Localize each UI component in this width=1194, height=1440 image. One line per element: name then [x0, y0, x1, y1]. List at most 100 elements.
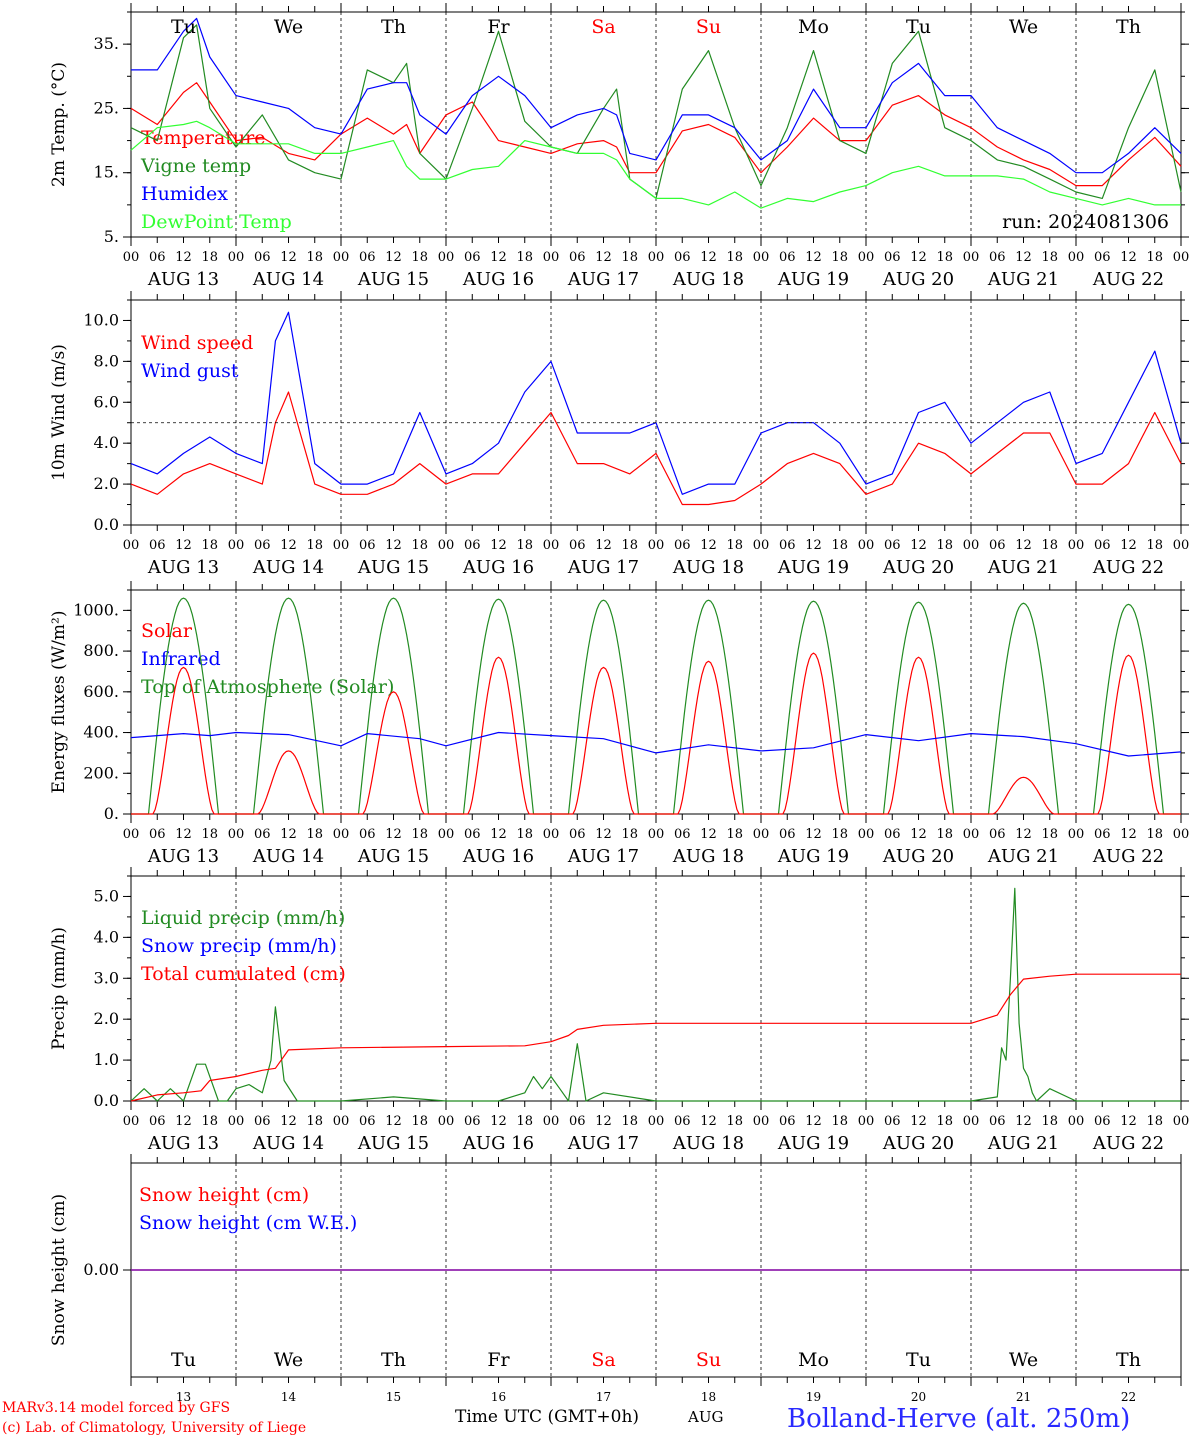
- station-label: Bolland-Herve (alt. 250m): [787, 1404, 1130, 1434]
- date-label: AUG 20: [882, 846, 954, 867]
- x-tick-label: 00: [333, 827, 350, 842]
- x-tick-label: 18: [411, 250, 428, 265]
- legend-entry: Temperature: [141, 127, 265, 149]
- x-tick-label: 00: [438, 1114, 455, 1129]
- credit-line-1: MARv3.14 model forced by GFS: [2, 1400, 230, 1416]
- legend-entry: Wind speed: [141, 332, 253, 354]
- x-tick-label: 00: [333, 538, 350, 553]
- x-tick-label: 00: [858, 250, 875, 265]
- x-tick-label: 06: [359, 1114, 376, 1129]
- x-tick-label: 12: [385, 250, 402, 265]
- y-tick-label: 5.0: [94, 886, 119, 905]
- date-label: AUG 14: [252, 1133, 324, 1154]
- x-tick-label: 00: [648, 827, 665, 842]
- x-tick-label: 00: [1173, 250, 1190, 265]
- x-tick-label: 00: [648, 538, 665, 553]
- x-tick-label: 00: [1068, 538, 1085, 553]
- date-label: AUG 14: [252, 269, 324, 290]
- series-group: [130, 17, 1182, 209]
- x-tick-label: 18: [516, 827, 533, 842]
- x-tick-label: 12: [700, 827, 717, 842]
- x-tick-label: 00: [753, 827, 770, 842]
- y-tick-label: 25.: [94, 98, 119, 117]
- y-tick-label: 0.00: [83, 1260, 119, 1279]
- x-tick-label: 18: [936, 1114, 953, 1129]
- x-tick-label: 18: [621, 538, 638, 553]
- x-tick-label: 00: [228, 1114, 245, 1129]
- weekday-label: Su: [696, 1349, 721, 1371]
- x-tick-label: 12: [595, 538, 612, 553]
- series-group: [130, 311, 1182, 506]
- x-tick-label: 06: [254, 1114, 271, 1129]
- time-axis-label: Time UTC (GMT+0h): [455, 1407, 639, 1427]
- x-tick-label: 00: [753, 1114, 770, 1129]
- x-tick-label: 00: [1173, 827, 1190, 842]
- y-tick-label: 8.0: [94, 351, 119, 370]
- date-label: AUG 19: [777, 557, 849, 578]
- weekday-label: Th: [1116, 1349, 1141, 1371]
- legend-entry: Total cumulated (cm): [141, 963, 346, 985]
- x-tick-label: 18: [306, 827, 323, 842]
- x-tick-label: 06: [1094, 827, 1111, 842]
- x-tick-label: 00: [228, 538, 245, 553]
- x-tick-label: 06: [254, 827, 271, 842]
- x-tick-label: 12: [490, 827, 507, 842]
- x-tick-label: 18: [411, 1114, 428, 1129]
- date-label: AUG 20: [882, 1133, 954, 1154]
- x-tick-label: 18: [201, 1114, 218, 1129]
- x-tick-label: 06: [884, 250, 901, 265]
- x-tick-label: 18: [621, 827, 638, 842]
- x-tick-label: 12: [805, 827, 822, 842]
- x-tick-label: 18: [831, 538, 848, 553]
- x-tick-label: 18: [936, 827, 953, 842]
- x-tick-label: 12: [1015, 538, 1032, 553]
- series-line-infrared: [130, 731, 1182, 757]
- x-tick-label: 06: [989, 538, 1006, 553]
- x-tick-label: 18: [516, 1114, 533, 1129]
- y-tick-label: 0.0: [94, 515, 119, 534]
- y-tick-label: 600.: [83, 682, 119, 701]
- x-tick-label: 18: [201, 827, 218, 842]
- x-tick-label: 18: [306, 1114, 323, 1129]
- panel-1: 5. 15. 25. 35. 2m Temp. (°C) 00 06 12 18 AUG 13 00…: [49, 3, 1189, 290]
- x-tick-label: 12: [595, 1114, 612, 1129]
- x-tick-label: 12: [910, 1114, 927, 1129]
- month-label: AUG: [687, 1408, 723, 1426]
- x-tick-label: 18: [936, 250, 953, 265]
- x-tick-label: 06: [464, 250, 481, 265]
- date-label: AUG 19: [777, 269, 849, 290]
- weekday-label: We: [1009, 16, 1038, 38]
- x-tick-label: 06: [779, 538, 796, 553]
- legend-entry: Snow height (cm): [139, 1184, 309, 1206]
- weekday-label: Tu: [171, 16, 196, 38]
- panel-3: 0. 200. 400. 600. 800. 1000.Energy fluxes (W/…: [49, 581, 1189, 867]
- weekday-label: Tu: [906, 1349, 931, 1371]
- date-label: AUG 19: [777, 1133, 849, 1154]
- date-label: AUG 13: [147, 1133, 219, 1154]
- x-tick-label: 00: [1173, 538, 1190, 553]
- legend-entry: Snow precip (mm/h): [141, 935, 337, 957]
- x-tick-label: 18: [1041, 538, 1058, 553]
- series-line: [131, 17, 1182, 174]
- x-tick-label: 06: [884, 827, 901, 842]
- x-tick-label: 00: [963, 1114, 980, 1129]
- x-tick-label: 12: [700, 250, 717, 265]
- x-tick-label: 12: [175, 1114, 192, 1129]
- date-label: AUG 13: [147, 557, 219, 578]
- date-label: AUG 22: [1092, 557, 1164, 578]
- x-tick-label: 06: [569, 827, 586, 842]
- x-tick-label: 18: [1146, 1114, 1163, 1129]
- y-tick-label: 3.0: [94, 968, 119, 987]
- legend-entry: Liquid precip (mm/h): [141, 907, 345, 929]
- x-tick-label: 12: [805, 538, 822, 553]
- y-tick-label: 400.: [83, 723, 119, 742]
- x-tick-label: 12: [805, 1114, 822, 1129]
- date-label: AUG 20: [882, 557, 954, 578]
- panel-2: 0.0 2.0 4.0 6.0 8.0 10.0 10m Wind (m/s) 00 06 12 1…: [49, 291, 1189, 578]
- x-tick-label: 18: [726, 250, 743, 265]
- y-axis-label: Snow height (cm): [49, 1194, 69, 1346]
- weekday-label: We: [274, 1349, 303, 1371]
- x-tick-label: 12: [1015, 827, 1032, 842]
- x-tick-label: 00: [963, 538, 980, 553]
- x-tick-label: 12: [1120, 538, 1137, 553]
